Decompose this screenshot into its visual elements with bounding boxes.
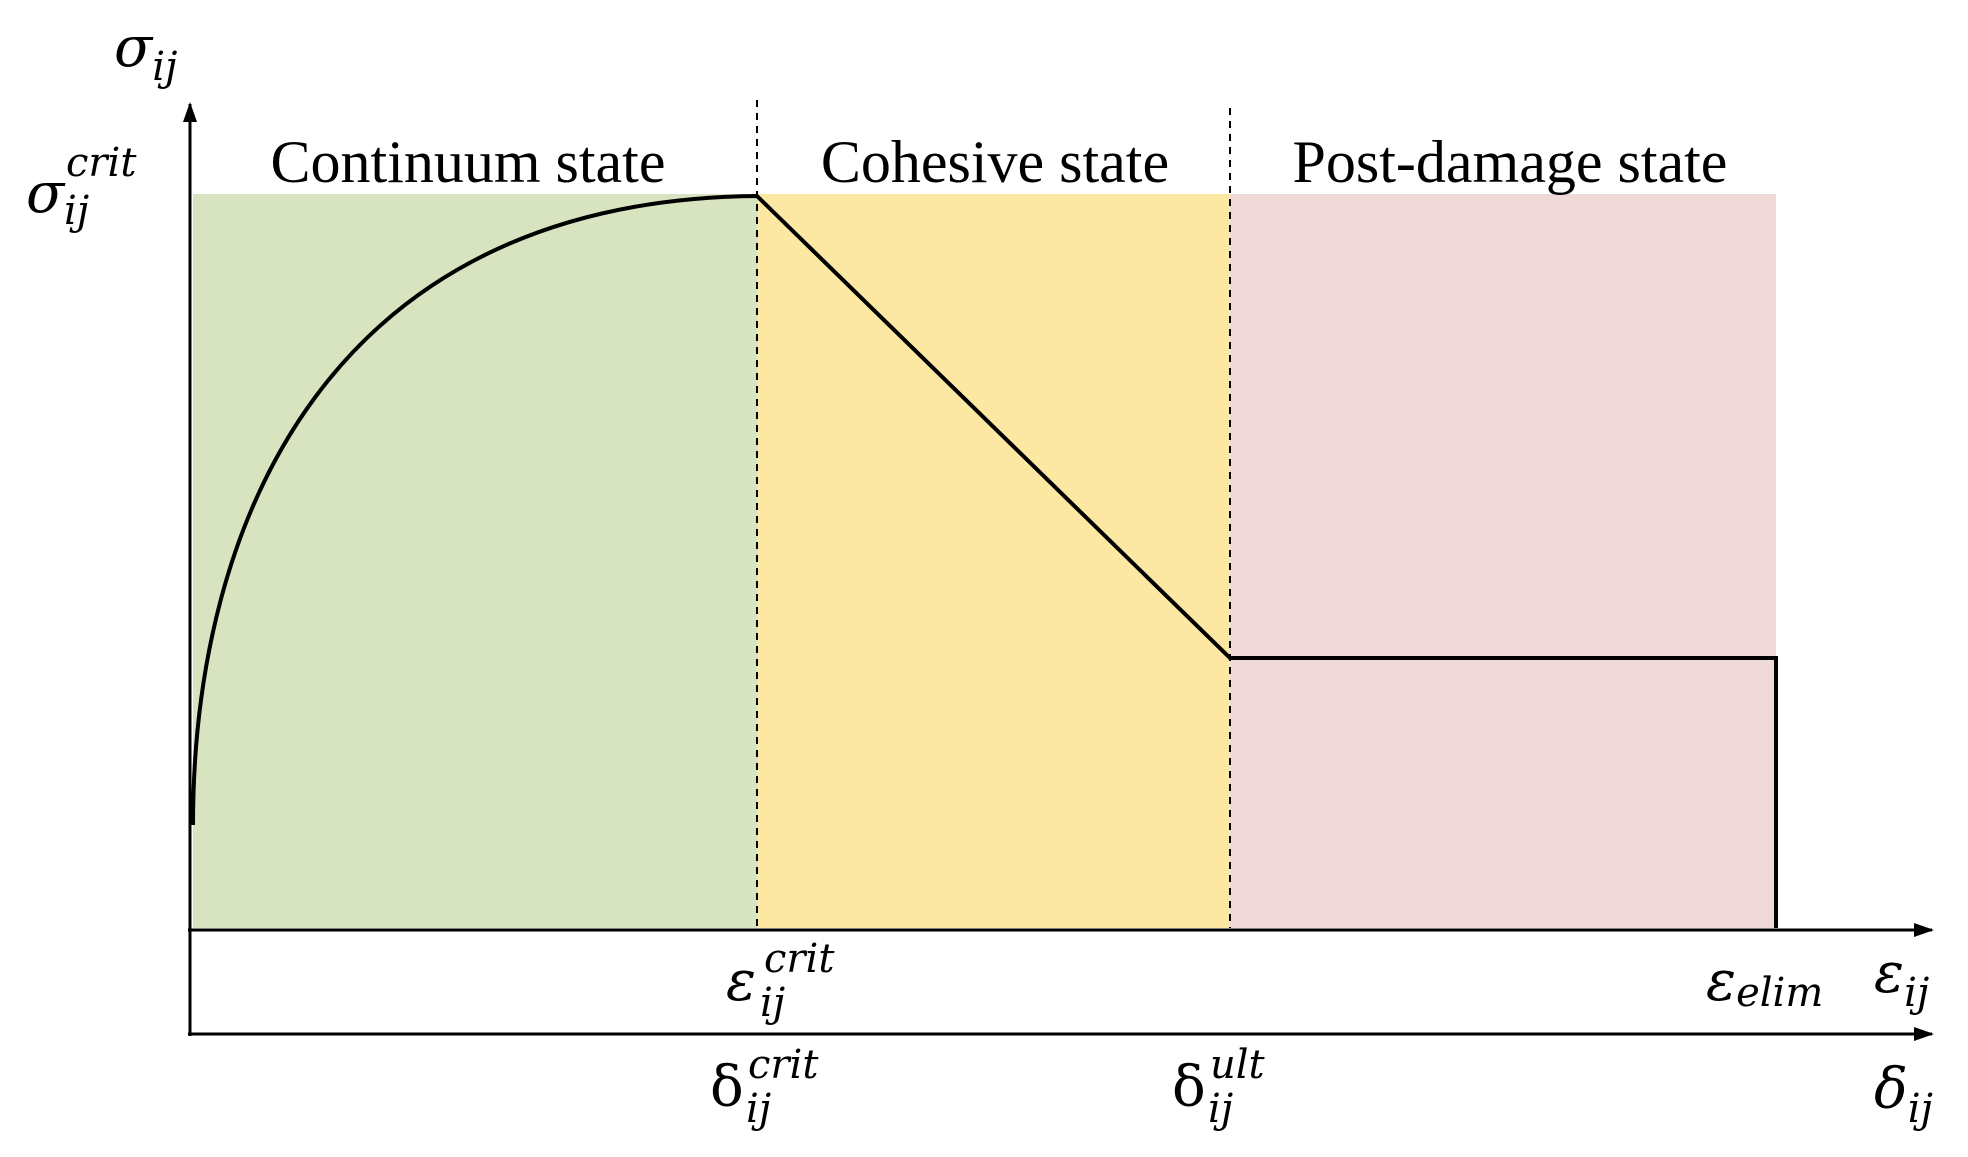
sigma-crit-superscript: crit [66,140,137,186]
delta-axis-label: δij [1874,1057,1933,1132]
epsilon-elim-label: εelim [1706,949,1823,1016]
delta-crit-subscript: ij [746,1086,771,1132]
delta-ult-label: δ [1172,1055,1206,1120]
continuum-region [193,194,757,928]
epsilon-crit-label: ε [726,949,756,1014]
delta-crit-label: δ [710,1055,744,1120]
sigma-crit-subscript: ij [64,188,89,234]
cohesive-state-label: Cohesive state [821,129,1169,195]
epsilon-crit-subscript: ij [760,980,785,1026]
epsilon-axis-label: εij [1874,941,1929,1016]
stress-response-curve [191,193,1778,928]
delta-ult-subscript: ij [1208,1086,1233,1132]
post-damage-state-label: Post-damage state [1293,129,1728,195]
sigma-crit-label: σ [26,161,66,226]
cohesive-region [757,194,1230,928]
sigma-axis-label: σij [114,15,177,90]
delta-ult-superscript: ult [1210,1042,1266,1088]
post-damage-region [1230,194,1776,928]
delta-crit-superscript: crit [748,1042,819,1088]
epsilon-crit-superscript: crit [764,936,835,982]
continuum-state-label: Continuum state [271,129,666,195]
